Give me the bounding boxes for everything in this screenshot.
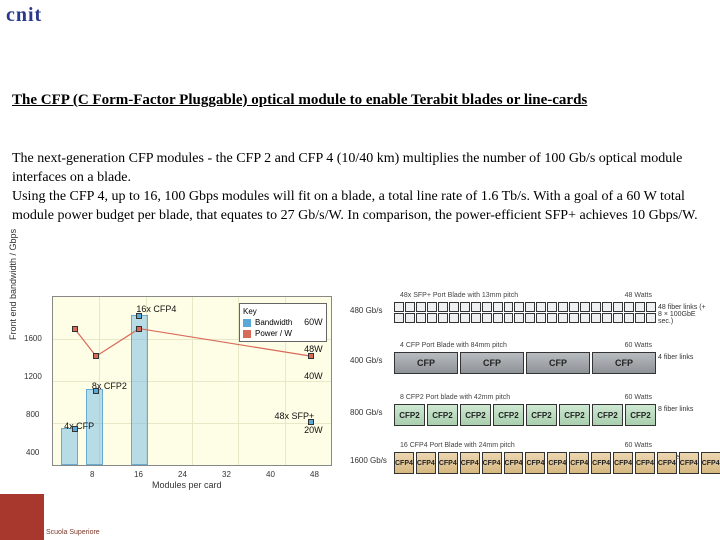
chart-ytick: 800 [26,410,39,419]
diagram-module: CFP4 [657,452,677,474]
diagram-module: CFP2 [427,404,458,426]
diagram-module: CFP4 [701,452,720,474]
chart-ylabel: Front end bandwidth / Gbps [8,229,18,340]
figure-row: Front end bandwidth / Gbps Key Bandwidth… [12,290,710,490]
diagram-module: CFP2 [592,404,623,426]
diagram-row: CFPCFPCFPCFP [394,352,656,374]
bandwidth-power-chart: Front end bandwidth / Gbps Key Bandwidth… [12,290,342,490]
chart-ytick: 1600 [24,334,42,343]
chart-xtick: 16 [134,470,143,479]
chart-xtick: 32 [222,470,231,479]
diagram-module: CFP [460,352,524,374]
diagram-watts: 48 Watts [625,292,652,299]
diagram-module: CFP4 [394,452,414,474]
diagram-rate: 800 Gb/s [350,408,392,417]
diagram-rate: 480 Gb/s [350,306,392,315]
diagram-fiberlinks: 4 fiber links [658,354,710,361]
diagram-module: CFP4 [416,452,436,474]
diagram-module: CFP2 [559,404,590,426]
chart-point-pw [136,326,142,332]
diagram-row: CFP4CFP4CFP4CFP4CFP4CFP4CFP4CFP4CFP4CFP4… [394,452,656,474]
diagram-module: CFP [592,352,656,374]
diagram-module: CFP2 [493,404,524,426]
diagram-module: CFP [526,352,590,374]
chart-ytick: 1200 [24,372,42,381]
brand-logo: cnit [6,4,42,27]
diagram-module: CFP4 [482,452,502,474]
chart-ytick: 400 [26,448,39,457]
diagram-module: CFP4 [569,452,589,474]
diagram-module: CFP [394,352,458,374]
chart-plot-area: Key Bandwidth Power / W 16x CFP4 8x CFP2… [52,296,332,466]
body-text: The next-generation CFP modules - the CF… [12,150,708,226]
footer-badge [0,494,44,540]
diagram-module: CFP4 [591,452,611,474]
diagram-fiberlinks: 8 fiber links [658,406,710,413]
diagram-module: CFP2 [460,404,491,426]
diagram-module: CFP4 [613,452,633,474]
blade-comparison-diagram: 48x SFP+ Port Blade with 13mm pitch 48 Wa… [350,290,710,490]
diagram-row [394,302,656,323]
chart-point-pw [72,326,78,332]
diagram-module: CFP2 [625,404,656,426]
diagram-module: CFP4 [504,452,524,474]
diagram-row: CFP2CFP2CFP2CFP2CFP2CFP2CFP2CFP2 [394,404,656,426]
diagram-caption: 16 CFP4 Port Blade with 24mm pitch [400,442,515,449]
page-title: The CFP (C Form-Factor Pluggable) optica… [12,90,708,110]
diagram-module: CFP4 [635,452,655,474]
diagram-rate: 400 Gb/s [350,356,392,365]
chart-xlabel: Modules per card [152,480,222,490]
diagram-module: CFP2 [394,404,425,426]
diagram-module: CFP4 [460,452,480,474]
diagram-rate: 1600 Gb/s [350,456,392,465]
diagram-watts: 60 Watts [625,442,652,449]
chart-point-pw [93,353,99,359]
chart-xtick: 8 [90,470,94,479]
diagram-module: CFP4 [679,452,699,474]
diagram-watts: 60 Watts [625,342,652,349]
diagram-fiberlinks: 48 fiber links (+ 8 × 100GbE sec.) [658,304,710,325]
diagram-module: CFP2 [526,404,557,426]
diagram-watts: 60 Watts [625,394,652,401]
diagram-caption: 8 CFP2 Port blade with 42mm pitch [400,394,510,401]
chart-point-pw [308,353,314,359]
chart-xtick: 24 [178,470,187,479]
diagram-module: CFP4 [438,452,458,474]
diagram-caption: 48x SFP+ Port Blade with 13mm pitch [400,292,518,299]
footer-secondary-logo: Scuola Superiore [46,529,100,536]
diagram-module: CFP4 [525,452,545,474]
chart-xtick: 40 [266,470,275,479]
diagram-caption: 4 CFP Port Blade with 84mm pitch [400,342,507,349]
chart-xtick: 48 [310,470,319,479]
diagram-module: CFP4 [547,452,567,474]
